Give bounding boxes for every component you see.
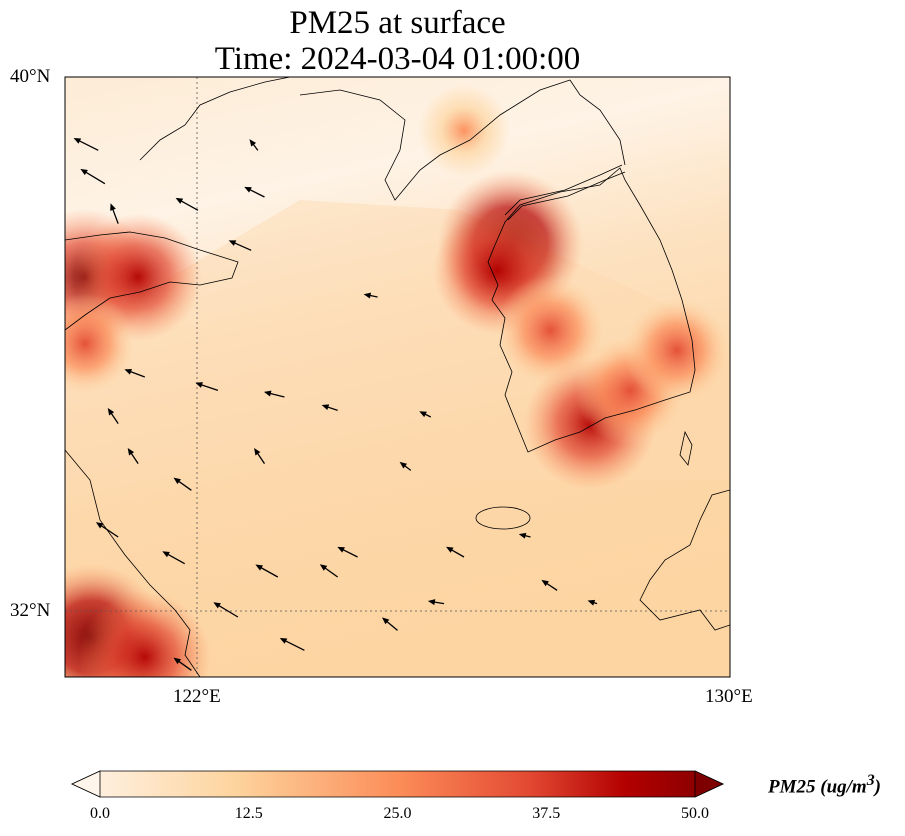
north-coastline bbox=[299, 79, 571, 201]
china-east-coastline bbox=[65, 449, 201, 677]
lat-label-40: 40°N bbox=[10, 66, 51, 87]
wind-arrow bbox=[541, 579, 558, 591]
kyushu-coastline bbox=[639, 489, 730, 631]
colorbar bbox=[71, 770, 724, 798]
wind-arrow bbox=[213, 602, 239, 618]
wind-arrow bbox=[518, 532, 531, 539]
wind-arrow bbox=[399, 461, 412, 471]
wind-arrow bbox=[173, 477, 192, 491]
wind-arrow bbox=[110, 203, 119, 224]
wind-arrow bbox=[279, 637, 305, 651]
wind-arrow bbox=[255, 564, 279, 578]
colorbar-extend-max bbox=[694, 770, 724, 798]
colorbar-tick-label: 50.0 bbox=[681, 805, 709, 822]
wind-arrow bbox=[427, 599, 445, 606]
wind-arrow bbox=[127, 447, 139, 465]
wind-arrow bbox=[381, 617, 398, 631]
pm25-hotspot bbox=[65, 272, 157, 416]
shandong-coastline bbox=[65, 231, 239, 331]
wind-arrow bbox=[228, 240, 252, 251]
map-frame bbox=[64, 76, 731, 678]
colorbar-tick-label: 0.0 bbox=[90, 805, 110, 822]
lon-label-122: 122°E bbox=[173, 686, 221, 707]
wind-arrow bbox=[80, 168, 106, 185]
wind-arrow bbox=[175, 197, 199, 211]
wind-arrow bbox=[107, 407, 119, 425]
wind-arrow bbox=[419, 411, 432, 418]
wind-arrow bbox=[254, 447, 266, 465]
map-title: PM25 at surface bbox=[289, 5, 506, 41]
pm25-hotspot bbox=[472, 252, 629, 409]
wind-arrow bbox=[337, 546, 358, 558]
colorbar-label-sup: 3 bbox=[866, 772, 875, 789]
colorbar-label-text: PM25 (ug/m bbox=[768, 776, 867, 798]
colorbar-tick-label: 12.5 bbox=[234, 805, 263, 822]
tsushima-island bbox=[679, 430, 693, 466]
coastlines bbox=[65, 77, 730, 677]
wind-arrow bbox=[124, 368, 146, 378]
wind-arrow bbox=[249, 139, 259, 151]
wind-vectors bbox=[73, 137, 598, 671]
lon-label-130: 130°E bbox=[705, 686, 753, 707]
wind-arrow bbox=[73, 137, 99, 151]
wind-arrow bbox=[319, 564, 339, 578]
wind-arrow bbox=[263, 390, 285, 398]
colorbar-label-close: ) bbox=[874, 776, 881, 798]
colorbar-extend-min bbox=[71, 770, 101, 798]
wind-arrow bbox=[321, 404, 338, 411]
wind-arrow bbox=[363, 292, 378, 299]
jeju-island bbox=[475, 506, 531, 530]
wind-arrow bbox=[587, 599, 598, 606]
wind-arrow bbox=[95, 522, 119, 538]
lat-label-32: 32°N bbox=[10, 600, 51, 621]
colorbar-label: PM25 (ug/m3) bbox=[768, 772, 881, 798]
map-time: Time: 2024-03-04 01:00:00 bbox=[214, 41, 581, 77]
korea-coastline bbox=[487, 167, 696, 453]
wind-arrow bbox=[195, 382, 219, 391]
wind-arrow bbox=[445, 546, 465, 558]
colorbar-tick-label: 25.0 bbox=[383, 805, 412, 822]
korea-east-north bbox=[569, 79, 626, 166]
wind-arrow bbox=[162, 551, 186, 565]
wind-arrow bbox=[173, 657, 192, 671]
liaodong-coastline bbox=[139, 77, 291, 161]
dmz-border bbox=[504, 164, 626, 221]
wind-arrow bbox=[244, 186, 265, 198]
pm25-hotspot bbox=[65, 563, 238, 677]
colorbar-tick-label: 37.5 bbox=[532, 805, 561, 822]
